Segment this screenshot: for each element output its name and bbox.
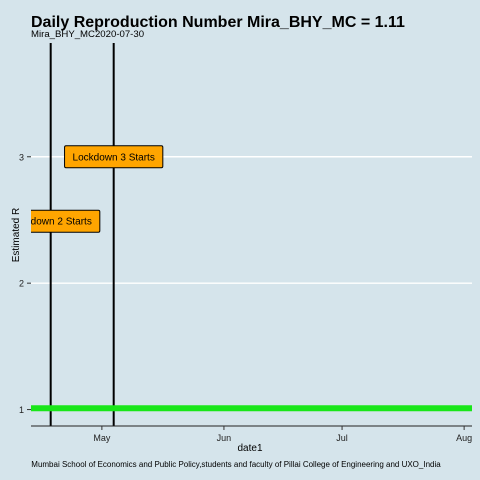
x-tick-label: Jul (336, 433, 348, 443)
event-label: Lockdown 2 Starts (10, 209, 101, 233)
y-axis-label: Estimated R (11, 208, 22, 262)
x-tick-label: May (93, 433, 111, 443)
y-tick-label: 1 (19, 405, 24, 415)
event-layer (49, 43, 115, 426)
x-tick-label: Aug (456, 433, 472, 443)
chart-subtitle: Mira_BHY_MC2020-07-30 (31, 29, 144, 40)
x-axis-label: date1 (237, 443, 262, 454)
y-tick-label: 2 (19, 279, 24, 289)
chart-caption: Mumbai School of Economics and Public Po… (31, 460, 441, 469)
axis-layer: 1 2 3 May Jun Jul Aug (19, 152, 472, 443)
event-label-text: Lockdown 3 Starts (73, 152, 155, 163)
event-label-box (64, 145, 164, 169)
chart-title: Daily Reproduction Number Mira_BHY_MC = … (31, 14, 405, 31)
event-label-text: Lockdown 2 Starts (10, 217, 92, 228)
y-tick-label: 3 (19, 152, 24, 162)
event-label-box (31, 209, 101, 233)
event-labels-layer: Lockdown 2 Starts Lockdown 3 Starts (10, 145, 164, 233)
x-tick-label: Jun (217, 433, 232, 443)
event-label: Lockdown 3 Starts (64, 145, 164, 169)
